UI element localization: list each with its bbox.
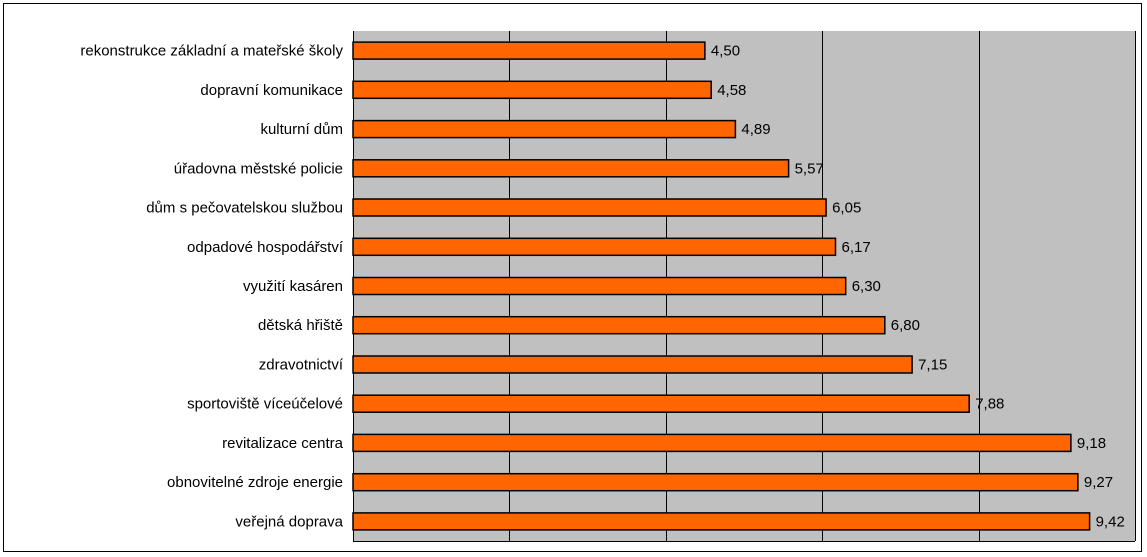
category-label: dětská hřiště <box>258 317 343 334</box>
category-label: revitalizace centra <box>222 435 344 452</box>
category-label: zdravotnictví <box>259 357 344 374</box>
data-label: 9,18 <box>1077 435 1106 452</box>
bar <box>352 315 886 335</box>
bar <box>352 119 737 139</box>
bar <box>352 80 712 100</box>
bar <box>352 394 970 413</box>
bar <box>352 512 1091 531</box>
bar <box>352 472 1079 492</box>
data-label: 7,15 <box>918 357 947 374</box>
bar <box>352 41 706 60</box>
category-label: využití kasáren <box>243 278 343 295</box>
value-labels: 4,50 4,58 4,89 5,57 6,05 6,17 6,30 6,80 7,15 7,88… <box>711 43 1125 531</box>
bar <box>352 433 1072 453</box>
data-label: 6,17 <box>842 239 871 256</box>
data-label: 4,50 <box>711 43 740 60</box>
category-label: sportoviště víceúčelové <box>187 396 343 413</box>
data-label: 9,42 <box>1096 513 1125 530</box>
data-label: 4,58 <box>717 82 746 99</box>
category-label: rekonstrukce základní a mateřské školy <box>80 43 343 60</box>
category-label: úřadovna městské policie <box>174 160 343 177</box>
category-label: kulturní dům <box>260 121 343 138</box>
category-label: odpadové hospodářství <box>187 239 344 256</box>
category-label: veřejná doprava <box>235 513 343 530</box>
bar <box>352 159 790 178</box>
data-label: 6,80 <box>891 317 920 334</box>
bar <box>352 276 847 296</box>
bar <box>352 198 827 217</box>
bar <box>352 355 913 374</box>
bars <box>352 41 1091 531</box>
category-label: dům s pečovatelskou službou <box>146 200 343 217</box>
category-labels: rekonstrukce základní a mateřské školy do… <box>80 43 343 531</box>
data-label: 6,05 <box>832 200 861 217</box>
bar <box>352 237 837 257</box>
data-label: 9,27 <box>1084 474 1113 491</box>
category-label: obnovitelné zdroje energie <box>167 474 343 491</box>
data-label: 6,30 <box>852 278 881 295</box>
data-label: 7,88 <box>975 396 1004 413</box>
data-label: 4,89 <box>741 121 770 138</box>
category-label: dopravní komunikace <box>200 82 343 99</box>
data-label: 5,57 <box>795 160 824 177</box>
